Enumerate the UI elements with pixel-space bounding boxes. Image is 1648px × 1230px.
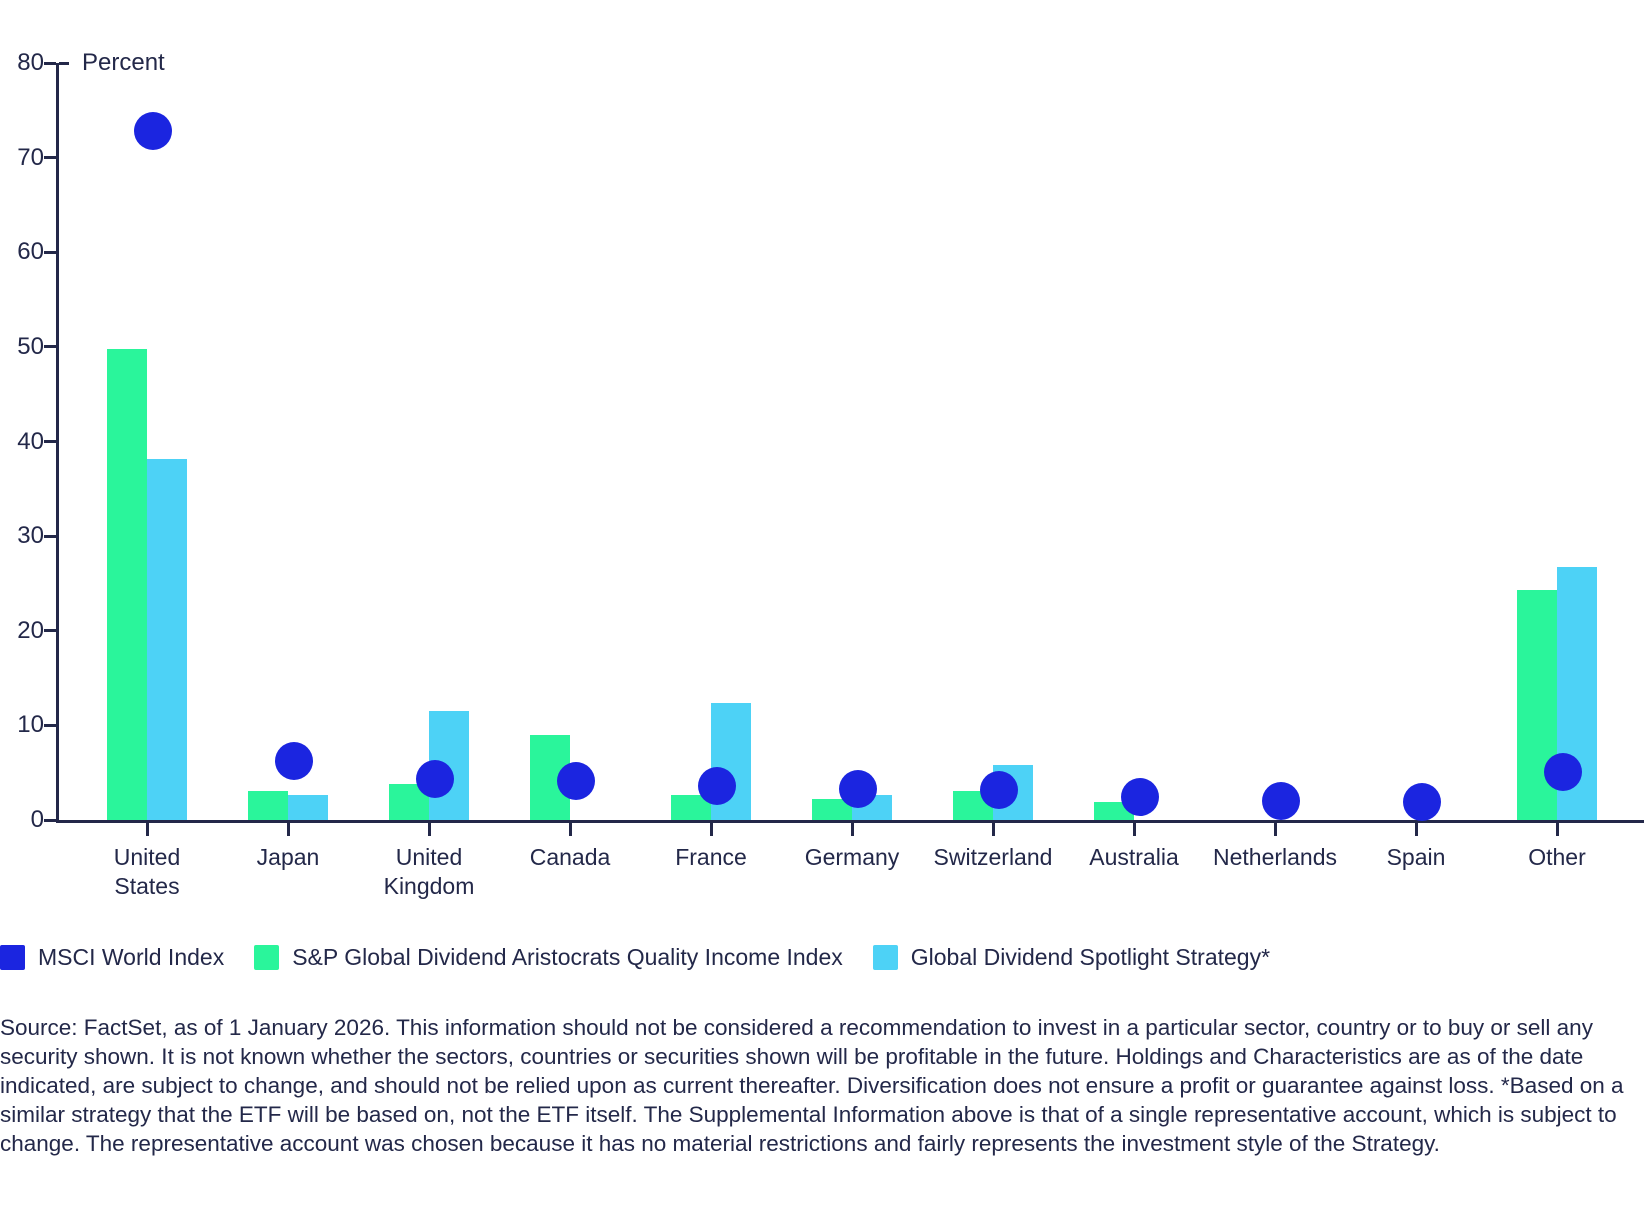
y-tick (43, 723, 56, 727)
dot-msci-world (134, 112, 172, 151)
legend-item: MSCI World Index (0, 944, 224, 971)
x-category-label: Netherlands (1190, 843, 1360, 872)
dot-msci-world (275, 742, 313, 781)
x-tick (1273, 823, 1277, 836)
x-category-label-line: States (114, 873, 180, 899)
x-category-label: France (626, 843, 796, 872)
y-tick-label: 0 (30, 806, 44, 833)
y-tick-label: 60 (17, 238, 44, 266)
x-tick (991, 823, 995, 836)
x-tick (145, 823, 149, 836)
dot-msci-world (1262, 782, 1300, 821)
dot-msci-world (1403, 783, 1441, 822)
bar-aristocrats (248, 790, 288, 820)
x-category-label-line: United (395, 844, 463, 870)
country-allocation-chart: Percent 0 10 20 30 40 50 60 70 80 United States Jap… (17, 49, 1644, 901)
chart-legend: MSCI World Index S&P Global Dividend Aris… (0, 944, 1648, 971)
y-tick (43, 534, 56, 538)
source-footnote: Source: FactSet, as of 1 January 2026. T… (0, 1015, 1624, 1156)
bar-aristocrats (812, 799, 852, 820)
x-category-label: United Kingdom (344, 843, 514, 901)
y-axis-line (55, 63, 59, 822)
x-category-label-line: Switzerland (933, 844, 1053, 870)
y-tick-label: 10 (17, 711, 44, 739)
x-category-label: Switzerland (908, 843, 1078, 872)
x-category-label: Spain (1331, 843, 1501, 872)
x-category-label-line: United (113, 844, 181, 870)
dot-msci-world (1121, 778, 1159, 817)
bar-aristocrats (107, 348, 147, 820)
y-tick (43, 818, 56, 822)
x-category-label: Germany (767, 843, 937, 872)
legend-swatch-icon (872, 945, 898, 970)
y-tick (43, 440, 56, 443)
y-tick (43, 629, 56, 633)
bar-spotlight (147, 459, 187, 820)
y-axis-title: Percent (82, 49, 165, 76)
x-category-label-line: Kingdom (383, 873, 475, 899)
y-tick (43, 156, 56, 160)
x-category-label-line: Other (1528, 844, 1586, 870)
x-category-label: Japan (203, 843, 373, 872)
x-tick (427, 823, 431, 836)
x-category-label: Australia (1049, 843, 1219, 872)
legend-swatch-icon (0, 945, 25, 970)
legend-label: S&P Global Dividend Aristocrats Quality … (292, 944, 843, 970)
legend-label: MSCI World Index (38, 944, 225, 970)
x-category-label-line: Germany (804, 844, 900, 870)
legend-item: Global Dividend Spotlight Strategy* (872, 944, 1271, 971)
y-tick-label: 70 (17, 143, 44, 171)
bar-spotlight (288, 795, 328, 820)
dot-msci-world (980, 770, 1018, 809)
y-tick-label: 50 (17, 332, 44, 360)
x-category-label-line: Canada (529, 844, 611, 870)
legend-item: S&P Global Dividend Aristocrats Quality … (254, 944, 843, 971)
legend-swatch-icon (254, 945, 280, 970)
y-tick (43, 345, 56, 349)
x-category-label-line: Netherlands (1212, 844, 1338, 870)
x-tick (1555, 823, 1559, 836)
legend-label: Global Dividend Spotlight Strategy* (910, 944, 1271, 970)
y-tick (43, 250, 56, 254)
dot-msci-world (839, 769, 877, 808)
y-tick (43, 61, 56, 65)
x-category-label-line: Japan (256, 844, 320, 870)
dot-msci-world (698, 766, 736, 805)
x-category-label: United States (62, 843, 232, 901)
x-tick (1414, 823, 1418, 836)
y-tick-label: 30 (17, 522, 44, 550)
x-tick (1132, 823, 1136, 836)
x-tick (709, 823, 713, 836)
y-tick-label: 20 (17, 616, 44, 644)
y-axis-top-cap (58, 61, 69, 65)
x-category-label-line: Australia (1089, 844, 1179, 870)
x-category-label-line: Spain (1386, 844, 1446, 870)
x-category-label: Other (1472, 843, 1642, 872)
x-tick (568, 823, 572, 836)
y-tick-label: 40 (17, 427, 44, 455)
dot-msci-world (557, 762, 595, 801)
y-tick-label: 80 (17, 49, 44, 76)
x-tick (850, 823, 854, 836)
x-category-label-line: France (675, 844, 747, 870)
dot-msci-world (416, 760, 454, 799)
x-category-label: Canada (485, 843, 655, 872)
x-tick (286, 823, 290, 836)
dot-msci-world (1544, 752, 1582, 791)
x-axis-line (55, 820, 1644, 823)
